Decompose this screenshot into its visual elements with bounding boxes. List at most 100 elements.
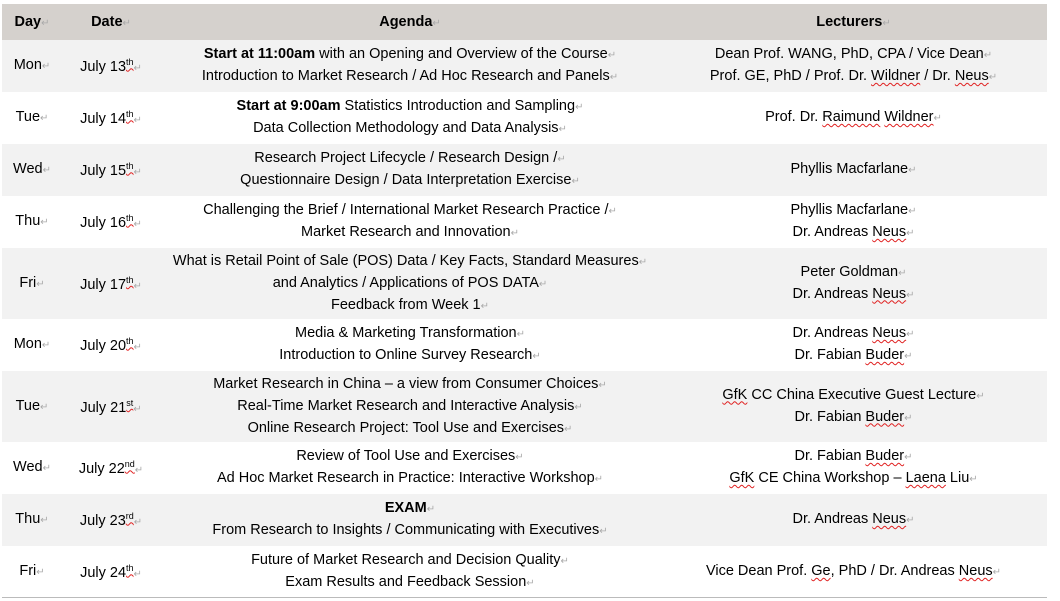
text-segment: Media & Marketing Transformation xyxy=(294,325,517,341)
text-segment: Start at 9:00am xyxy=(236,98,341,114)
date-suffix: th xyxy=(126,336,134,347)
day-cell: Fri xyxy=(2,248,62,319)
day-text: Thu xyxy=(15,511,48,527)
day-text: Tue xyxy=(16,109,49,125)
misspelled-word: Wildner xyxy=(871,68,921,84)
agenda-line: Online Research Project: Tool Use and Ex… xyxy=(160,418,660,440)
lecturer-line: GfK CC China Executive Guest Lecture xyxy=(660,385,1047,407)
header-day: Day xyxy=(2,4,62,40)
day-cell: Tue xyxy=(2,92,62,144)
date-suffix: th xyxy=(126,161,134,172)
misspelled-word: Neus xyxy=(872,224,907,240)
misspelled-word: Wildner xyxy=(884,109,934,125)
day-cell: Thu xyxy=(2,196,62,248)
text-segment: Feedback from Week 1 xyxy=(330,296,481,313)
text-segment: Statistics Introduction and Sampling xyxy=(340,98,576,114)
misspelled-word: Neus xyxy=(872,325,907,341)
agenda-line: What is Retail Point of Sale (POS) Data … xyxy=(160,251,660,273)
text-segment: Data Collection Methodology and Data Ana… xyxy=(253,120,559,136)
text-segment: Phyllis Macfarlane xyxy=(790,202,909,218)
date-cell: July 23rd xyxy=(62,494,160,546)
day-cell: Fri xyxy=(2,546,62,598)
table-row: Fri July 17th What is Retail Point of Sale… xyxy=(2,248,1047,319)
table-row: Wed July 15th Research Project Lifecycle /… xyxy=(2,144,1047,196)
lecturers-cell: Dean Prof. WANG, PhD, CPA / Vice Dean Pro… xyxy=(660,40,1047,92)
date-text: July 14th xyxy=(80,109,142,128)
date-suffix: th xyxy=(126,109,134,120)
day-text: Wed xyxy=(13,459,51,475)
table-row: Thu July 16th Challenging the Brief / Inte… xyxy=(2,196,1047,248)
header-date: Date xyxy=(62,4,160,40)
day-cell: Tue xyxy=(2,371,62,442)
day-text: Thu xyxy=(15,213,48,229)
date-cell: July 21st xyxy=(62,371,160,442)
text-segment: at 11:00am xyxy=(240,46,316,62)
agenda-line: Research Project Lifecycle / Research De… xyxy=(160,148,660,170)
date-suffix: nd xyxy=(124,459,135,470)
date-cell: July 15th xyxy=(62,144,160,196)
text-segment: Vice Dean Prof. xyxy=(705,563,812,579)
lecturer-line: Phyllis Macfarlane xyxy=(660,200,1047,222)
lecturer-line: Dr. Andreas Neus xyxy=(660,509,1047,531)
misspelled-word: Buder xyxy=(865,408,905,425)
agenda-line: Feedback from Week 1 xyxy=(160,295,660,317)
lecturer-line: Dr. Andreas Neus xyxy=(660,323,1047,345)
agenda-cell: Start at 9:00am Statistics Introduction … xyxy=(160,92,660,144)
day-cell: Mon xyxy=(2,40,62,92)
lecturer-line: Prof. GE, PhD / Prof. Dr. Wildner / Dr. … xyxy=(660,66,1047,88)
agenda-cell: What is Retail Point of Sale (POS) Data … xyxy=(160,248,660,319)
text-segment: Real-Time Market Research and Interactiv… xyxy=(237,397,575,414)
date-suffix: th xyxy=(126,57,134,68)
text-segment: From Research to Insights / Communicatin… xyxy=(212,522,600,538)
misspelled-word: Buder xyxy=(865,448,905,464)
agenda-cell: EXAM From Research to Insights / Communic… xyxy=(160,494,660,546)
text-segment: Dr. Fabian xyxy=(794,347,866,363)
day-cell: Wed xyxy=(2,442,62,494)
misspelled-word: Buder xyxy=(865,347,905,363)
day-cell: Thu xyxy=(2,494,62,546)
lecturer-line: GfK CE China Workshop – Laena Liu xyxy=(660,468,1047,490)
misspelled-word: Neus xyxy=(958,563,993,579)
agenda-cell: Media & Marketing Transformation Introduc… xyxy=(160,319,660,371)
date-cell: July 13th xyxy=(62,40,160,92)
header-row: Day Date Agenda Lecturers xyxy=(2,4,1047,40)
date-suffix: th xyxy=(126,563,134,574)
text-segment: , PhD / Dr. Andreas xyxy=(830,563,959,579)
day-text: Mon xyxy=(14,57,51,73)
agenda-line: EXAM xyxy=(160,498,660,520)
text-segment: Phyllis Macfarlane xyxy=(790,161,909,177)
text-segment: with an Opening and Overview of the Cour… xyxy=(315,46,608,62)
date-text: July 16th xyxy=(80,214,142,232)
lecturer-line: Dr. Fabian Buder xyxy=(660,345,1047,367)
agenda-line: Introduction to Online Survey Research xyxy=(160,345,660,367)
day-cell: Mon xyxy=(2,319,62,371)
lecturers-cell: Phyllis Macfarlane Dr. Andreas Neus xyxy=(660,196,1047,248)
date-text: July 21st xyxy=(80,398,141,416)
date-text: July 23rd xyxy=(80,511,142,530)
date-text: July 17th xyxy=(80,275,142,293)
date-cell: July 24th xyxy=(62,546,160,598)
text-segment: Prof. Dr. xyxy=(765,109,823,125)
text-segment: Liu xyxy=(945,470,970,486)
date-text: July 15th xyxy=(80,161,142,180)
lecturers-cell: Peter Goldman Dr. Andreas Neus xyxy=(660,248,1047,319)
text-segment: Introduction to Market Research / Ad Hoc… xyxy=(201,68,610,84)
table-row: Tue July 21st Market Research in China – a… xyxy=(2,371,1047,442)
misspelled-word: GfK xyxy=(722,386,748,403)
lecturer-line: Phyllis Macfarlane xyxy=(660,159,1047,181)
agenda-line: Real-Time Market Research and Interactiv… xyxy=(160,396,660,418)
schedule-table: Day Date Agenda Lecturers Mon July 13th St… xyxy=(2,4,1047,598)
misspelled-word: Laena xyxy=(905,470,946,486)
misspelled-word: Raimund xyxy=(822,109,881,125)
text-segment: Questionnaire Design / Data Interpretati… xyxy=(240,172,572,188)
day-text: Mon xyxy=(14,336,51,352)
text-segment: Future of Market Research and Decision Q… xyxy=(251,552,561,568)
text-segment: Online Research Project: Tool Use and Ex… xyxy=(247,419,565,436)
date-suffix: rd xyxy=(125,511,134,522)
date-text: July 13th xyxy=(80,57,142,76)
date-cell: July 14th xyxy=(62,92,160,144)
agenda-cell: Research Project Lifecycle / Research De… xyxy=(160,144,660,196)
text-segment: Research Project Lifecycle / Research De… xyxy=(254,150,558,166)
agenda-line: Market Research in China – a view from C… xyxy=(160,374,660,396)
lecturer-line: Peter Goldman xyxy=(660,262,1047,284)
